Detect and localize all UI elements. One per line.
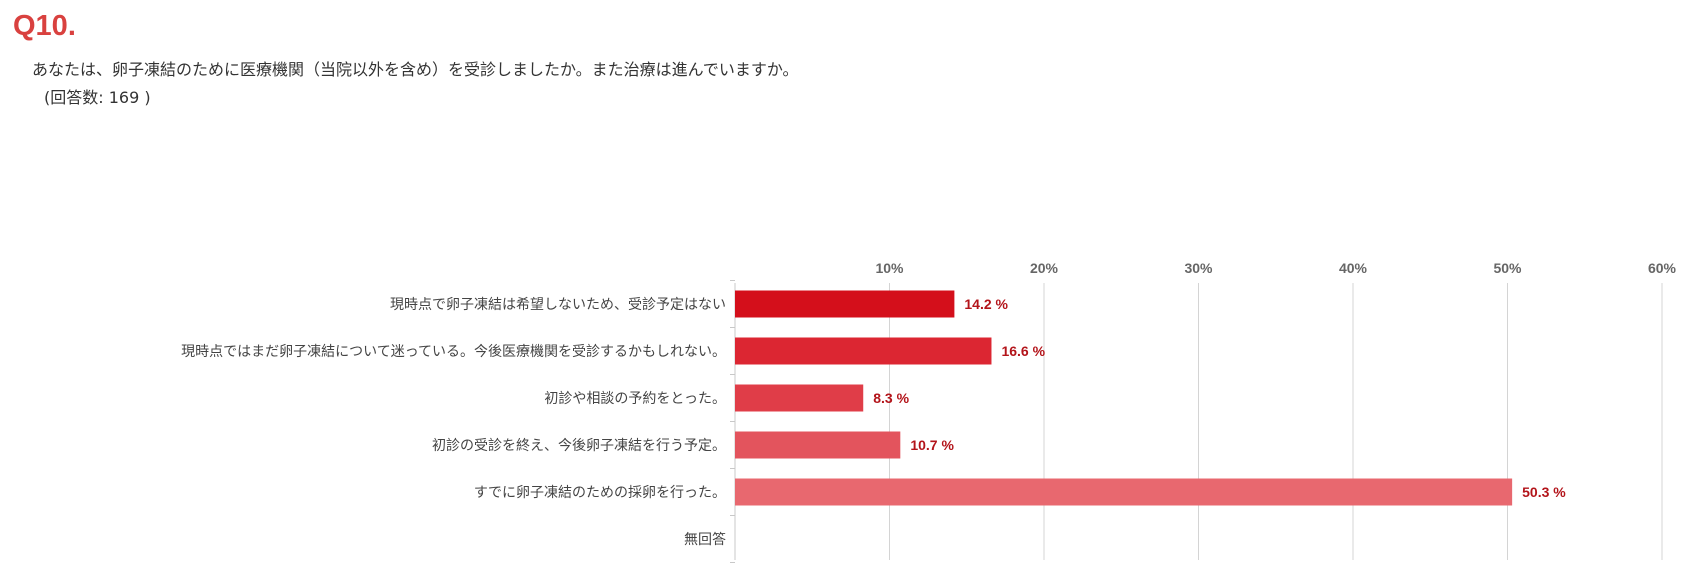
x-tick-label: 60% (1648, 260, 1677, 276)
bar (735, 478, 1513, 506)
labels: 10% 20% 30% 40% 50% 60% 現時点で卵子凍結は希望しないため、受診予定は… (181, 260, 1676, 548)
x-tick-label: 20% (1030, 260, 1059, 276)
question-number: Q10. (13, 10, 76, 42)
bar (735, 431, 901, 459)
x-tick-label: 40% (1339, 260, 1368, 276)
bar-value-label: 50.3 % (1522, 484, 1566, 500)
bar-value-label: 16.6 % (1001, 343, 1045, 359)
category-label: 初診や相談の予約をとった。 (544, 390, 726, 407)
bar (735, 290, 955, 318)
bars (735, 290, 1513, 506)
category-label: すでに卵子凍結のための採卵を行った。 (474, 485, 726, 501)
x-tick-label: 30% (1184, 260, 1213, 276)
category-label: 現時点ではまだ卵子凍結について迷っている。今後医療機関を受診するかもしれない。 (181, 343, 726, 360)
category-label: 現時点で卵子凍結は希望しないため、受診予定はない (390, 297, 726, 313)
bar (735, 337, 992, 365)
response-count: (回答数: 169 ) (44, 88, 151, 107)
category-label: 初診の受診を終え、今後卵子凍結を行う予定。 (432, 437, 726, 454)
category-label: 無回答 (684, 531, 726, 548)
bar (735, 384, 864, 412)
bar-value-label: 14.2 % (964, 296, 1008, 312)
x-tick-label: 10% (875, 260, 904, 276)
bar-value-label: 8.3 % (873, 390, 909, 406)
gridlines (730, 280, 1663, 563)
x-tick-label: 50% (1493, 260, 1522, 276)
question-text: あなたは、卵子凍結のために医療機関（当院以外を含め）を受診しましたか。また治療は… (32, 60, 799, 79)
bar-value-label: 10.7 % (910, 437, 954, 453)
